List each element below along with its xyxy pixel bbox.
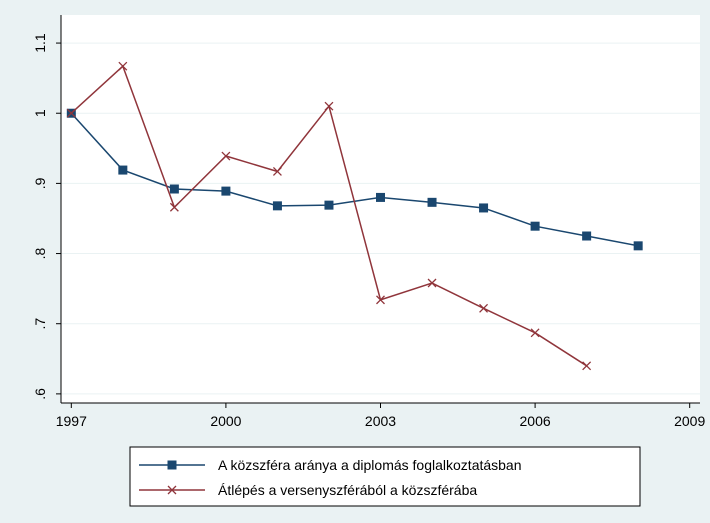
marker — [427, 278, 437, 288]
marker — [221, 151, 231, 161]
marker — [479, 203, 489, 213]
marker — [272, 167, 282, 176]
marker — [633, 241, 643, 251]
x-tick-label: 1997 — [56, 413, 87, 429]
marker — [272, 201, 282, 211]
marker — [66, 108, 76, 118]
marker — [376, 295, 385, 305]
x-tick-label: 2009 — [674, 413, 705, 429]
y-tick-label: .6 — [32, 388, 48, 400]
legend-label: Átlépés a versenyszférából a közszférába — [218, 482, 477, 498]
legend-label: A közszféra aránya a diplomás foglalkozt… — [218, 457, 522, 473]
marker — [169, 202, 179, 212]
marker — [118, 165, 128, 175]
marker — [530, 328, 540, 338]
y-tick-label: .7 — [32, 318, 48, 330]
marker — [376, 192, 385, 202]
x-tick-label: 2000 — [210, 413, 241, 429]
marker — [118, 61, 128, 71]
marker — [167, 460, 177, 470]
marker — [221, 186, 231, 196]
marker — [582, 361, 592, 371]
marker — [167, 485, 177, 495]
x-tick-label: 2003 — [365, 413, 396, 429]
marker — [324, 200, 334, 210]
marker — [169, 184, 179, 194]
x-tick-label: 2006 — [520, 413, 551, 429]
y-tick-label: 1 — [32, 109, 48, 117]
legend — [129, 446, 641, 507]
marker — [324, 101, 334, 111]
plot-area — [61, 15, 700, 403]
marker — [427, 197, 437, 207]
marker — [582, 231, 592, 241]
y-tick-label: .8 — [32, 248, 48, 260]
marker — [479, 303, 489, 313]
marker — [530, 221, 540, 231]
y-tick-label: .9 — [32, 177, 48, 189]
y-tick-label: 1.1 — [32, 33, 48, 53]
